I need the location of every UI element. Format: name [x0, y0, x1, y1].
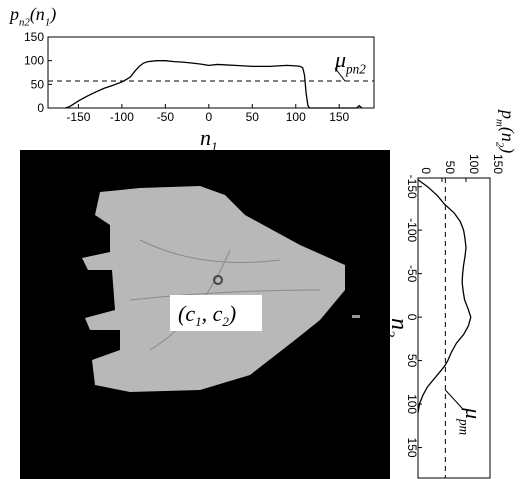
n-tick-label: -150	[66, 110, 90, 124]
n-tick-label: 150	[329, 110, 349, 124]
n-tick-label: 100	[286, 110, 306, 124]
n-tick-label: 50	[405, 354, 419, 368]
label-part: 1	[45, 16, 50, 28]
value-tick-label: 0	[37, 101, 44, 115]
centroid-label: (c1, c2)	[178, 301, 236, 329]
profile-line	[417, 179, 472, 413]
label-part: n	[200, 125, 211, 150]
value-tick-label: 50	[443, 161, 457, 175]
n-tick-label: -50	[405, 265, 419, 283]
label-part: )	[49, 4, 56, 25]
label-part: μ	[334, 47, 346, 72]
label-part: 2	[24, 16, 30, 28]
label-part: p	[345, 62, 353, 77]
leader	[334, 67, 346, 82]
value-tick-label: 0	[419, 167, 433, 174]
value-tick-label: 100	[24, 54, 44, 68]
label-part: p	[456, 418, 471, 426]
label-part: p	[8, 4, 19, 24]
value-tick-label: 50	[31, 77, 45, 91]
artifact	[352, 315, 360, 318]
label-part: 2	[359, 62, 366, 77]
label-part: m	[494, 119, 506, 127]
label-part: 2	[494, 142, 506, 148]
label-part: )	[497, 146, 518, 153]
n-tick-label: -150	[405, 175, 419, 199]
centroid	[213, 275, 223, 285]
label: pm(n2)	[494, 108, 518, 153]
label: n1	[200, 125, 218, 155]
n-tick-label: -100	[405, 218, 419, 242]
n-tick-label: 150	[405, 438, 419, 458]
label-part: n	[19, 16, 24, 28]
n-tick-label: 50	[246, 110, 260, 124]
label-part: (n	[497, 127, 518, 142]
leader	[444, 389, 463, 409]
profile-line	[65, 60, 363, 109]
value-tick-label: 150	[24, 30, 44, 44]
label: pn2(n1)	[8, 4, 56, 28]
palm	[82, 186, 345, 392]
n-tick-label: -100	[110, 110, 134, 124]
label-part: 2	[381, 330, 397, 337]
label-part: (n	[30, 4, 45, 25]
n-tick-label: 0	[205, 110, 212, 124]
plot-frame	[47, 36, 375, 109]
label: n2	[381, 318, 412, 337]
label-part: n	[386, 318, 412, 330]
label-box	[170, 295, 262, 331]
n-tick-label: 0	[405, 314, 419, 321]
label-part: m	[456, 426, 471, 436]
label-part: p	[498, 108, 518, 119]
label-part: 1	[211, 140, 218, 155]
value-tick-label: 150	[491, 154, 505, 174]
label-part: n	[353, 62, 360, 77]
plot-frame	[417, 177, 491, 479]
label: μpm	[456, 407, 486, 435]
n-tick-label: 100	[405, 394, 419, 414]
label: μpn2	[334, 47, 366, 77]
value-tick-label: 100	[467, 154, 481, 174]
label-part: μ	[461, 407, 486, 419]
n-tick-label: -50	[157, 110, 175, 124]
